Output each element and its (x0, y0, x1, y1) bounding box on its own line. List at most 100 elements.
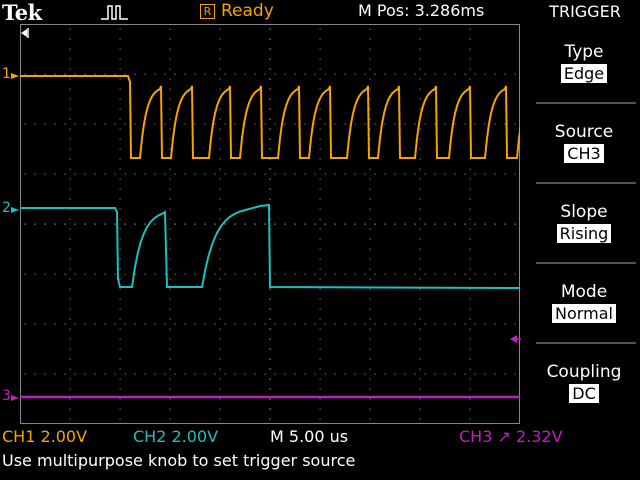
grid-dot (69, 258, 71, 260)
grid-dot (219, 418, 221, 420)
grid-dot (319, 28, 321, 30)
grid-dot (469, 328, 471, 330)
grid-dot (434, 173, 436, 175)
grid-dot (474, 123, 476, 125)
grid-dot (54, 223, 56, 225)
grid-dot (119, 268, 121, 270)
grid-dot (244, 173, 246, 175)
grid-dot (354, 373, 356, 375)
grid-dot (144, 73, 146, 75)
menu-option-type[interactable]: Type Edge (532, 24, 636, 104)
grid-dot (169, 238, 171, 240)
grid-dot (319, 198, 321, 200)
grid-dot (294, 223, 296, 225)
grid-dot (269, 158, 271, 160)
grid-dot (319, 368, 321, 370)
grid-dot (174, 323, 176, 325)
grid-dot (144, 223, 146, 225)
grid-dot (184, 173, 186, 175)
grid-dot (144, 323, 146, 325)
grid-dot (119, 328, 121, 330)
grid-dot (169, 118, 171, 120)
grid-dot (54, 323, 56, 325)
grid-dot (234, 273, 236, 275)
grid-dot (119, 318, 121, 320)
grid-dot (484, 223, 486, 225)
grid-dot (419, 378, 421, 380)
grid-dot (314, 173, 316, 175)
grid-dot (294, 73, 296, 75)
grid-dot (464, 223, 466, 225)
grid-dot (254, 173, 256, 175)
grid-dot (269, 148, 271, 150)
grid-dot (69, 118, 71, 120)
grid-dot (214, 223, 216, 225)
grid-dot (269, 68, 271, 70)
grid-dot (194, 373, 196, 375)
menu-option-slope[interactable]: Slope Rising (532, 184, 636, 264)
grid-dot (469, 278, 471, 280)
grid-dot (219, 258, 221, 260)
grid-dot (269, 38, 271, 40)
menu-option-coupling[interactable]: Coupling DC (532, 344, 636, 424)
grid-dot (269, 108, 271, 110)
grid-dot (119, 78, 121, 80)
grid-dot (219, 298, 221, 300)
grid-dot (284, 73, 286, 75)
ch2-marker[interactable]: 2 (2, 200, 11, 216)
grid-dot (169, 68, 171, 70)
grid-dot (454, 73, 456, 75)
grid-dot (319, 218, 321, 220)
grid-dot (474, 273, 476, 275)
grid-dot (169, 138, 171, 140)
trigger-level-icon[interactable] (508, 332, 522, 346)
menu-option-source[interactable]: Source CH3 (532, 104, 636, 184)
grid-dot (144, 173, 146, 175)
help-message-text: Use multipurpose knob to set trigger sou… (2, 451, 356, 470)
grid-dot (44, 373, 46, 375)
grid-dot (114, 323, 116, 325)
grid-dot (419, 168, 421, 170)
grid-dot (119, 388, 121, 390)
menu-option-mode[interactable]: Mode Normal (532, 264, 636, 344)
grid-dot (369, 208, 371, 210)
grid-dot (369, 148, 371, 150)
menu-option-value: CH3 (564, 144, 604, 163)
grid-dot (174, 73, 176, 75)
grid-dot (419, 328, 421, 330)
grid-dot (269, 128, 271, 130)
menu-divider (536, 262, 636, 264)
grid-dot (319, 38, 321, 40)
grid-dot (394, 73, 396, 75)
status-bar: Tek R Ready M Pos: 3.286ms (0, 0, 530, 25)
grid-dot (219, 358, 221, 360)
grid-dot (254, 123, 256, 125)
grid-dot (274, 373, 276, 375)
grid-dot (69, 368, 71, 370)
grid-dot (69, 388, 71, 390)
grid-dot (269, 318, 271, 320)
grid-dot (94, 123, 96, 125)
graticule-grid (24, 28, 516, 420)
grid-dot (219, 78, 221, 80)
grid-dot (169, 98, 171, 100)
grid-dot (384, 223, 386, 225)
ch3-marker-arrow-icon (11, 395, 19, 401)
grid-dot (324, 373, 326, 375)
grid-dot (369, 158, 371, 160)
grid-dot (484, 273, 486, 275)
grid-dot (369, 368, 371, 370)
grid-dot (124, 173, 126, 175)
grid-dot (184, 323, 186, 325)
grid-dot (404, 373, 406, 375)
ch1-marker[interactable]: 1 (2, 66, 11, 82)
grid-dot (294, 323, 296, 325)
grid-dot (154, 223, 156, 225)
ch3-marker[interactable]: 3 (2, 388, 11, 404)
grid-dot (164, 373, 166, 375)
grid-dot (319, 168, 321, 170)
grid-dot (144, 273, 146, 275)
grid-dot (224, 123, 226, 125)
grid-dot (469, 398, 471, 400)
grid-dot (124, 73, 126, 75)
